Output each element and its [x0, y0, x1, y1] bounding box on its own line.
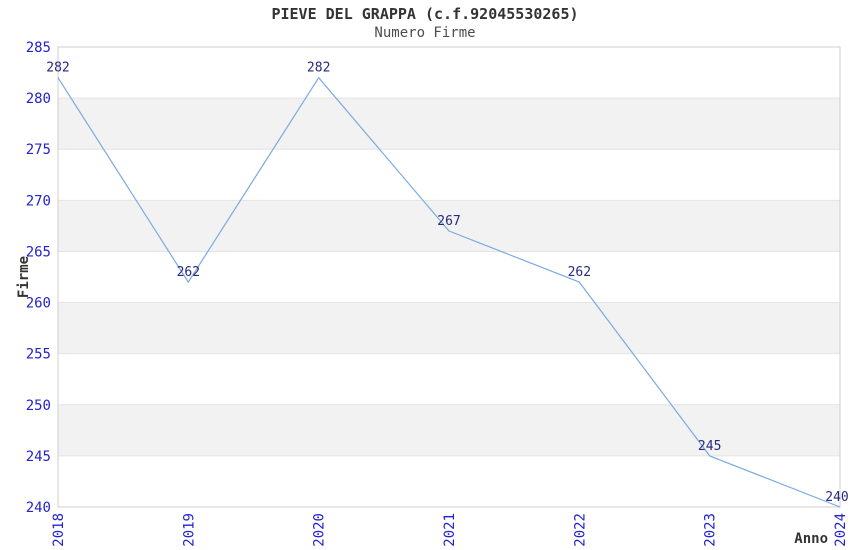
plot-band: [58, 353, 840, 405]
y-tick-label: 240: [26, 500, 51, 516]
chart-title: PIEVE DEL GRAPPA (c.f.92045530265): [271, 5, 579, 23]
y-tick-label: 285: [26, 40, 51, 56]
chart-subtitle: Numero Firme: [374, 25, 476, 41]
data-point-label: 282: [307, 61, 330, 76]
plot-band: [58, 404, 840, 456]
data-point-label: 245: [698, 439, 721, 454]
y-tick-label: 270: [26, 193, 51, 209]
plot-frame: [57, 46, 841, 508]
plot-band: [58, 251, 840, 303]
data-point-label: 240: [825, 490, 848, 505]
plot-band: [58, 200, 840, 252]
y-tick-label: 260: [26, 296, 51, 312]
x-tick-label: 2023: [703, 513, 719, 547]
plot-band: [58, 455, 840, 507]
y-tick-label: 255: [26, 347, 51, 363]
x-tick-label: 2024: [833, 513, 849, 547]
plot-band: [58, 149, 840, 201]
x-tick-label: 2020: [312, 513, 328, 547]
y-tick-label: 275: [26, 142, 51, 158]
x-tick-label: 2021: [442, 513, 458, 547]
data-point-label: 262: [177, 265, 200, 280]
y-tick-label: 250: [26, 398, 51, 414]
plot-band: [58, 98, 840, 150]
x-tick-label: 2018: [51, 513, 67, 547]
y-tick-label: 280: [26, 91, 51, 107]
data-point-label: 267: [437, 214, 460, 229]
y-tick-label: 245: [26, 449, 51, 465]
y-tick-label: 265: [26, 244, 51, 260]
data-point-label: 282: [46, 61, 69, 76]
y-axis-label: Firme: [16, 256, 32, 298]
x-tick-label: 2022: [572, 513, 588, 547]
plot-band: [58, 47, 840, 99]
x-tick-label: 2019: [181, 513, 197, 547]
plot-band: [58, 302, 840, 354]
data-point-label: 262: [568, 265, 591, 280]
data-line: [57, 77, 841, 508]
x-axis-label: Anno: [794, 531, 828, 547]
